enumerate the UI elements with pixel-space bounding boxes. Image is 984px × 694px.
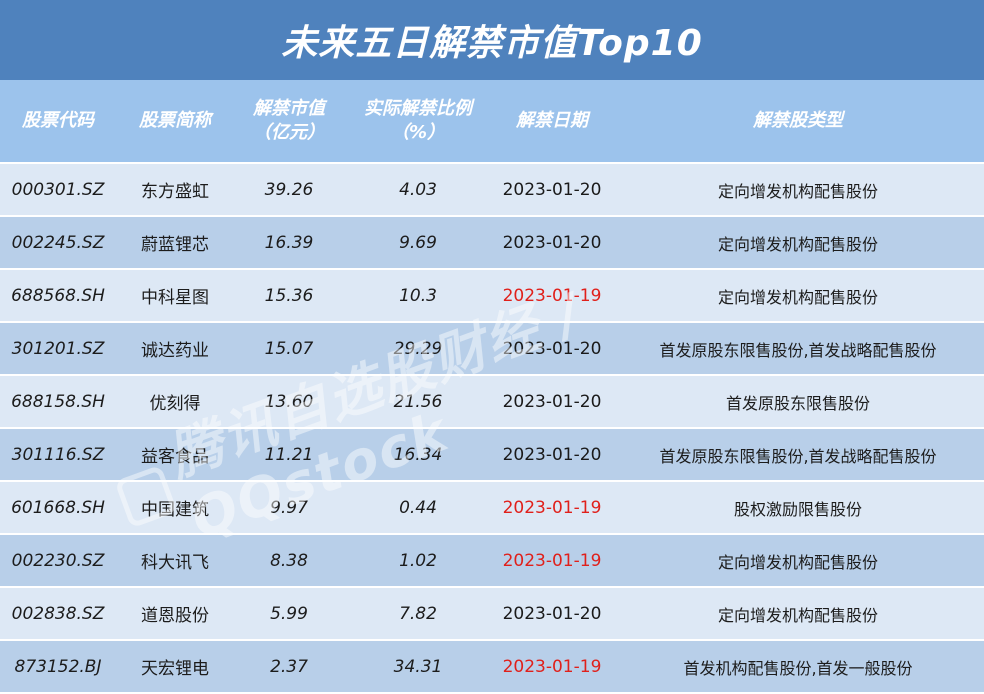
table-row: 688158.SH 优刻得 13.60 21.56 2023-01-20 首发原股东限售股… [0, 375, 984, 429]
cell-value: 2.37 [234, 640, 344, 694]
cell-ratio: 4.03 [344, 163, 492, 217]
cell-code: 688158.SH [0, 375, 116, 429]
cell-type: 首发原股东限售股份 [612, 375, 984, 429]
cell-code: 000301.SZ [0, 163, 116, 217]
cell-type: 定向增发机构配售股份 [612, 216, 984, 270]
cell-type: 首发机构配售股份,首发一般股份 [612, 640, 984, 694]
cell-date: 2023-01-19 [492, 269, 612, 323]
cell-type: 定向增发机构配售股份 [612, 163, 984, 217]
cell-value: 16.39 [234, 216, 344, 270]
cell-ratio: 9.69 [344, 216, 492, 270]
col-header-name: 股票简称 [116, 80, 234, 164]
cell-code: 301116.SZ [0, 428, 116, 482]
cell-date: 2023-01-20 [492, 587, 612, 641]
cell-value: 15.07 [234, 322, 344, 376]
cell-ratio: 10.3 [344, 269, 492, 323]
cell-value: 5.99 [234, 587, 344, 641]
cell-date: 2023-01-20 [492, 322, 612, 376]
cell-name: 诚达药业 [116, 322, 234, 376]
cell-date: 2023-01-19 [492, 481, 612, 535]
cell-date: 2023-01-20 [492, 163, 612, 217]
cell-name: 益客食品 [116, 428, 234, 482]
cell-ratio: 0.44 [344, 481, 492, 535]
cell-name: 中科星图 [116, 269, 234, 323]
cell-type: 股权激励限售股份 [612, 481, 984, 535]
cell-ratio: 34.31 [344, 640, 492, 694]
table-row: 301201.SZ 诚达药业 15.07 29.29 2023-01-20 首发原股东限售… [0, 322, 984, 376]
table-row: 688568.SH 中科星图 15.36 10.3 2023-01-19 定向增发机构配售… [0, 269, 984, 323]
cell-value: 39.26 [234, 163, 344, 217]
table-row: 002838.SZ 道恩股份 5.99 7.82 2023-01-20 定向增发机构配售股… [0, 587, 984, 641]
cell-value: 11.21 [234, 428, 344, 482]
col-header-value: 解禁市值 （亿元） [234, 80, 344, 164]
cell-value: 9.97 [234, 481, 344, 535]
cell-code: 873152.BJ [0, 640, 116, 694]
cell-ratio: 7.82 [344, 587, 492, 641]
cell-type: 定向增发机构配售股份 [612, 534, 984, 588]
cell-name: 优刻得 [116, 375, 234, 429]
cell-value: 15.36 [234, 269, 344, 323]
table-row: 301116.SZ 益客食品 11.21 16.34 2023-01-20 首发原股东限售… [0, 428, 984, 482]
table-row: 873152.BJ 天宏锂电 2.37 34.31 2023-01-19 首发机构配售股份… [0, 640, 984, 694]
cell-type: 首发原股东限售股份,首发战略配售股份 [612, 322, 984, 376]
cell-date: 2023-01-20 [492, 375, 612, 429]
cell-type: 首发原股东限售股份,首发战略配售股份 [612, 428, 984, 482]
cell-name: 东方盛虹 [116, 163, 234, 217]
cell-value: 13.60 [234, 375, 344, 429]
cell-date: 2023-01-19 [492, 534, 612, 588]
cell-code: 002230.SZ [0, 534, 116, 588]
cell-type: 定向增发机构配售股份 [612, 269, 984, 323]
col-header-type: 解禁股类型 [612, 80, 984, 164]
page-title: 未来五日解禁市值Top10 [0, 0, 984, 80]
table-row: 002245.SZ 蔚蓝锂芯 16.39 9.69 2023-01-20 定向增发机构配售… [0, 216, 984, 270]
cell-name: 蔚蓝锂芯 [116, 216, 234, 270]
cell-code: 688568.SH [0, 269, 116, 323]
cell-code: 301201.SZ [0, 322, 116, 376]
table-row: 000301.SZ 东方盛虹 39.26 4.03 2023-01-20 定向增发机构配售… [0, 163, 984, 217]
table-row: 002230.SZ 科大讯飞 8.38 1.02 2023-01-19 定向增发机构配售股… [0, 534, 984, 588]
cell-value: 8.38 [234, 534, 344, 588]
cell-name: 科大讯飞 [116, 534, 234, 588]
col-header-ratio: 实际解禁比例 （%） [344, 80, 492, 164]
table-row: 601668.SH 中国建筑 9.97 0.44 2023-01-19 股权激励限售股份 [0, 481, 984, 535]
col-header-code: 股票代码 [0, 80, 116, 164]
table-header-row: 股票代码 股票简称 解禁市值 （亿元） 实际解禁比例 （%） 解禁日期 解禁股类型 [0, 80, 984, 164]
col-header-date: 解禁日期 [492, 80, 612, 164]
unlock-table: 股票代码 股票简称 解禁市值 （亿元） 实际解禁比例 （%） 解禁日期 解禁股类型 … [0, 80, 984, 694]
cell-date: 2023-01-19 [492, 640, 612, 694]
cell-code: 002838.SZ [0, 587, 116, 641]
cell-ratio: 29.29 [344, 322, 492, 376]
cell-type: 定向增发机构配售股份 [612, 587, 984, 641]
cell-name: 道恩股份 [116, 587, 234, 641]
cell-name: 中国建筑 [116, 481, 234, 535]
cell-name: 天宏锂电 [116, 640, 234, 694]
cell-ratio: 1.02 [344, 534, 492, 588]
cell-code: 601668.SH [0, 481, 116, 535]
cell-ratio: 16.34 [344, 428, 492, 482]
cell-date: 2023-01-20 [492, 428, 612, 482]
cell-ratio: 21.56 [344, 375, 492, 429]
cell-date: 2023-01-20 [492, 216, 612, 270]
cell-code: 002245.SZ [0, 216, 116, 270]
